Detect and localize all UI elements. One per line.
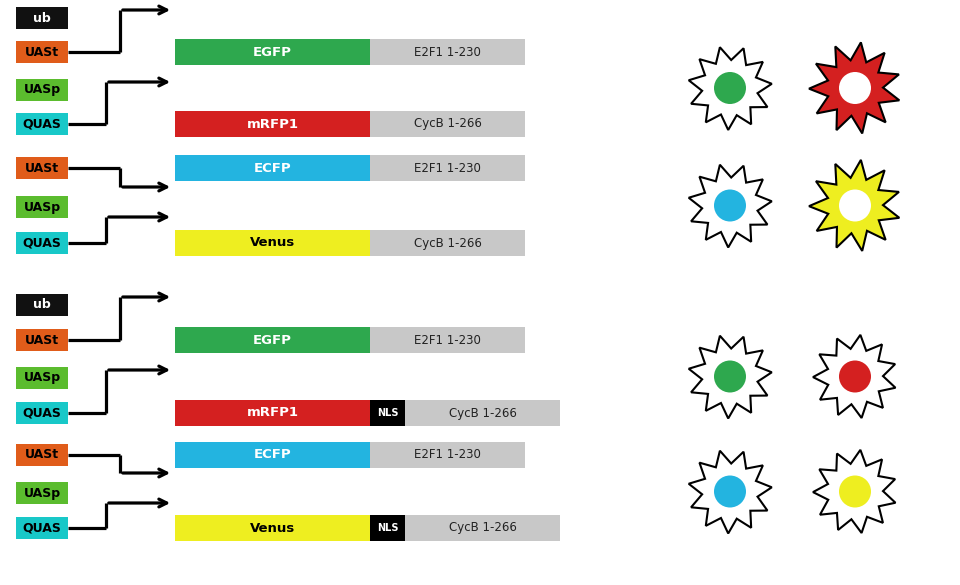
FancyBboxPatch shape [16,232,68,254]
FancyBboxPatch shape [370,515,405,541]
Circle shape [839,360,871,393]
Circle shape [839,190,871,222]
Polygon shape [688,47,772,130]
FancyBboxPatch shape [175,327,370,353]
FancyBboxPatch shape [370,155,525,181]
Text: E2F1 1-230: E2F1 1-230 [414,333,481,346]
Text: ECFP: ECFP [253,449,291,462]
Circle shape [714,72,746,104]
Text: EGFP: EGFP [253,333,292,346]
FancyBboxPatch shape [405,515,560,541]
FancyBboxPatch shape [370,442,525,468]
Polygon shape [688,450,772,534]
Text: mRFP1: mRFP1 [247,118,299,130]
FancyBboxPatch shape [405,400,560,426]
FancyBboxPatch shape [370,111,525,137]
Text: UASt: UASt [25,449,60,462]
Text: QUAS: QUAS [23,521,61,535]
Text: UASp: UASp [23,487,60,500]
FancyBboxPatch shape [16,402,68,424]
Text: UASp: UASp [23,371,60,384]
Text: UASp: UASp [23,84,60,97]
FancyBboxPatch shape [16,482,68,504]
Text: UASt: UASt [25,333,60,346]
Polygon shape [688,165,772,247]
FancyBboxPatch shape [370,400,405,426]
FancyBboxPatch shape [175,515,370,541]
Text: CycB 1-266: CycB 1-266 [448,407,516,419]
Text: E2F1 1-230: E2F1 1-230 [414,46,481,59]
FancyBboxPatch shape [370,230,525,256]
FancyBboxPatch shape [175,400,370,426]
FancyBboxPatch shape [370,327,525,353]
FancyBboxPatch shape [175,230,370,256]
Text: UASt: UASt [25,161,60,174]
Circle shape [839,476,871,508]
Text: CycB 1-266: CycB 1-266 [414,236,481,249]
FancyBboxPatch shape [16,367,68,389]
Text: NLS: NLS [376,408,398,418]
Text: UASp: UASp [23,201,60,214]
FancyBboxPatch shape [16,517,68,539]
Circle shape [714,476,746,508]
FancyBboxPatch shape [16,113,68,135]
Text: ub: ub [34,12,51,25]
FancyBboxPatch shape [175,39,370,65]
Circle shape [714,360,746,393]
Circle shape [714,190,746,222]
Polygon shape [688,336,772,418]
Text: EGFP: EGFP [253,46,292,59]
Text: QUAS: QUAS [23,236,61,249]
Text: UASt: UASt [25,46,60,59]
Polygon shape [809,42,900,133]
FancyBboxPatch shape [175,155,370,181]
Text: Venus: Venus [250,521,295,535]
Text: NLS: NLS [376,523,398,533]
FancyBboxPatch shape [16,41,68,63]
Text: QUAS: QUAS [23,118,61,130]
Text: ECFP: ECFP [253,161,291,174]
Text: E2F1 1-230: E2F1 1-230 [414,161,481,174]
FancyBboxPatch shape [16,79,68,101]
Text: CycB 1-266: CycB 1-266 [414,118,481,130]
FancyBboxPatch shape [16,329,68,351]
FancyBboxPatch shape [175,442,370,468]
FancyBboxPatch shape [16,157,68,179]
Text: Venus: Venus [250,236,295,249]
FancyBboxPatch shape [16,7,68,29]
FancyBboxPatch shape [370,39,525,65]
Polygon shape [809,160,900,251]
FancyBboxPatch shape [16,444,68,466]
Text: mRFP1: mRFP1 [247,407,299,419]
Text: E2F1 1-230: E2F1 1-230 [414,449,481,462]
FancyBboxPatch shape [16,196,68,218]
FancyBboxPatch shape [16,294,68,316]
Text: ub: ub [34,298,51,311]
FancyBboxPatch shape [175,111,370,137]
Polygon shape [813,335,896,418]
Circle shape [839,72,871,104]
Text: CycB 1-266: CycB 1-266 [448,521,516,535]
Polygon shape [813,450,896,533]
Text: QUAS: QUAS [23,407,61,419]
